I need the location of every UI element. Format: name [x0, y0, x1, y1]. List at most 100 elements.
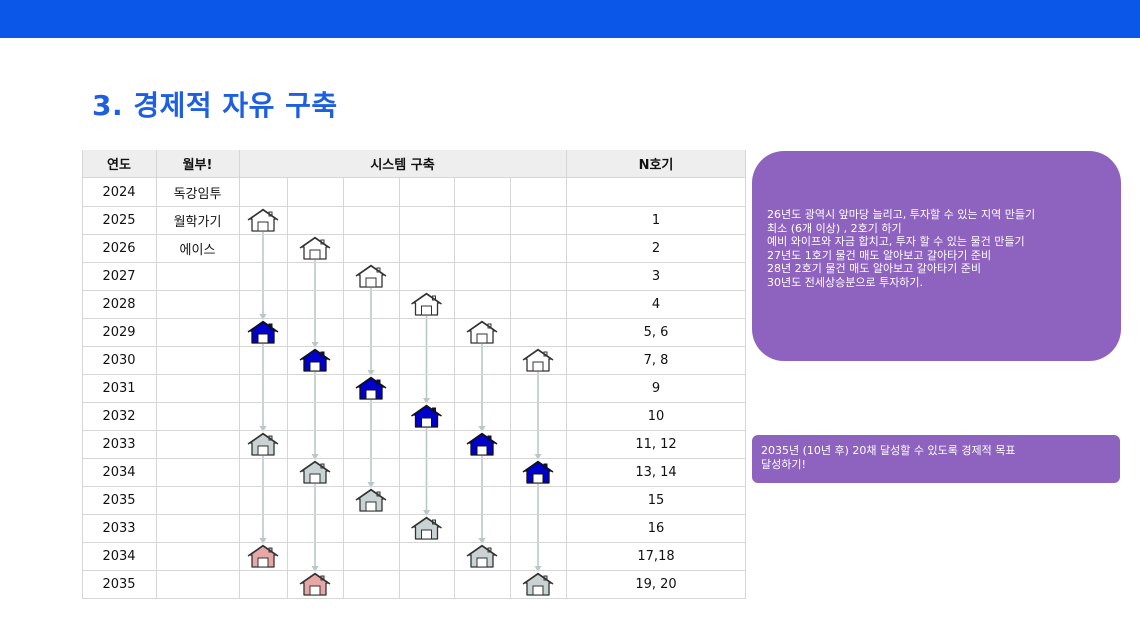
row-divider	[82, 234, 746, 235]
row-divider	[82, 402, 746, 403]
n-units-cell	[566, 178, 746, 206]
row-divider	[82, 514, 746, 515]
row-divider	[82, 458, 746, 459]
arrow-head	[259, 314, 267, 320]
year-cell: 2030	[102, 352, 136, 368]
wolbu-cell	[156, 458, 239, 486]
arrow-head	[423, 510, 430, 516]
column-divider	[566, 150, 567, 598]
house-icon	[355, 264, 387, 288]
wolbu-cell	[156, 374, 239, 402]
n-units-cell: 3	[651, 268, 661, 284]
wolbu-cell	[156, 486, 239, 514]
n-units-cell: 15	[647, 492, 665, 508]
note-line: 2035년 (10년 후) 20채 달성할 수 있도록 경제적 목표	[761, 444, 1016, 457]
arrow-layer	[247, 208, 554, 596]
note-line: 28년 2호기 물건 매도 알아보고 갈아타기 준비	[767, 262, 982, 275]
wolbu-cell	[156, 514, 239, 542]
note-line: 30년도 전세상승분으로 투자하기.	[767, 275, 924, 289]
n-units-cell: 7, 8	[643, 352, 669, 368]
wolbu-cell	[156, 262, 239, 290]
goal-note-text: 2035년 (10년 후) 20채 달성할 수 있도록 경제적 목표 달성하기!	[761, 444, 1015, 471]
column-divider	[287, 178, 288, 598]
wolbu-cell	[156, 542, 239, 570]
wolbu-cell	[156, 402, 239, 430]
header-wolbu: 월부!	[156, 150, 239, 178]
n-units-cell: 2	[651, 240, 661, 256]
year-cell: 2024	[102, 184, 136, 200]
year-cell: 2029	[102, 324, 136, 340]
year-cell: 2025	[102, 212, 136, 228]
house-icon	[247, 544, 279, 568]
plan-table: 연도 월부! 시스템 구축 N호기 2024 독강임투 2025 월학가기 1 2026 에…	[82, 150, 746, 599]
column-divider	[399, 178, 400, 598]
row-divider	[82, 262, 746, 263]
arrow-head	[534, 566, 542, 572]
note-line: 예비 와이프와 자금 합치고, 투자 할 수 있는 물건 만들기	[767, 235, 1025, 248]
column-divider	[454, 178, 455, 598]
wolbu-cell: 에이스	[179, 242, 216, 258]
row-divider	[82, 570, 746, 571]
arrow-head	[367, 482, 375, 488]
row-divider	[82, 542, 746, 543]
column-divider	[510, 178, 511, 598]
row-divider	[82, 290, 746, 291]
house-icon	[522, 572, 554, 596]
row-divider	[82, 374, 746, 375]
wolbu-cell: 월학가기	[173, 214, 222, 230]
row-divider	[82, 177, 746, 178]
note-line: 달성하기!	[761, 457, 806, 471]
year-cell: 2026	[102, 240, 136, 256]
n-units-cell: 13, 14	[635, 464, 677, 480]
header-system: 시스템 구축	[239, 150, 566, 178]
house-icon	[299, 348, 331, 372]
arrow-head	[478, 538, 486, 544]
column-divider	[82, 150, 83, 598]
arrow-head	[311, 342, 319, 348]
year-cell: 2033	[102, 436, 136, 452]
house-icon	[411, 404, 442, 428]
arrow-head	[311, 566, 319, 572]
n-units-cell: 4	[651, 296, 661, 312]
year-cell: 2032	[102, 408, 136, 424]
n-units-cell: 11, 12	[635, 436, 677, 452]
plan-note-text: 26년도 광역시 앞마당 늘리고, 투자할 수 있는 지역 만들기 최소 (6개 …	[767, 208, 1035, 289]
house-icon	[299, 460, 331, 484]
house-icon	[299, 236, 331, 260]
n-units-cell: 17,18	[637, 548, 675, 564]
house-icon	[355, 488, 387, 512]
row-divider	[82, 346, 746, 347]
house-icon	[299, 572, 331, 596]
n-units-cell: 10	[647, 408, 665, 424]
plan-note: 26년도 광역시 앞마당 늘리고, 투자할 수 있는 지역 만들기 최소 (6개 …	[752, 151, 1121, 361]
row-divider	[82, 598, 746, 599]
arrow-head	[534, 454, 542, 460]
n-units-cell: 9	[651, 380, 661, 396]
arrow-head	[259, 538, 267, 544]
wolbu-cell	[156, 430, 239, 458]
year-cell: 2027	[102, 268, 136, 284]
house-icon	[522, 460, 554, 484]
note-line: 27년도 1호기 물건 매도 알아보고 갈아타기 준비	[767, 248, 992, 262]
n-units-cell: 1	[651, 212, 661, 228]
wolbu-cell	[156, 290, 239, 318]
house-icon	[466, 432, 498, 456]
year-cell: 2034	[102, 464, 136, 480]
row-divider	[82, 206, 746, 207]
wolbu-cell	[156, 318, 239, 346]
page-title: 3. 경제적 자유 구축	[92, 89, 338, 122]
year-cell: 2035	[102, 576, 136, 592]
house-icon	[411, 292, 442, 316]
row-divider	[82, 486, 746, 487]
house-icon	[466, 320, 498, 344]
house-icon	[247, 320, 279, 344]
top-banner	[0, 0, 1140, 38]
row-divider	[82, 318, 746, 319]
column-divider	[343, 178, 344, 598]
column-divider	[239, 150, 240, 598]
year-cell: 2031	[102, 380, 136, 396]
house-icon	[355, 376, 387, 400]
house-icon	[247, 432, 279, 456]
n-units-cell: 5, 6	[643, 324, 669, 340]
arrow-head	[367, 370, 375, 376]
